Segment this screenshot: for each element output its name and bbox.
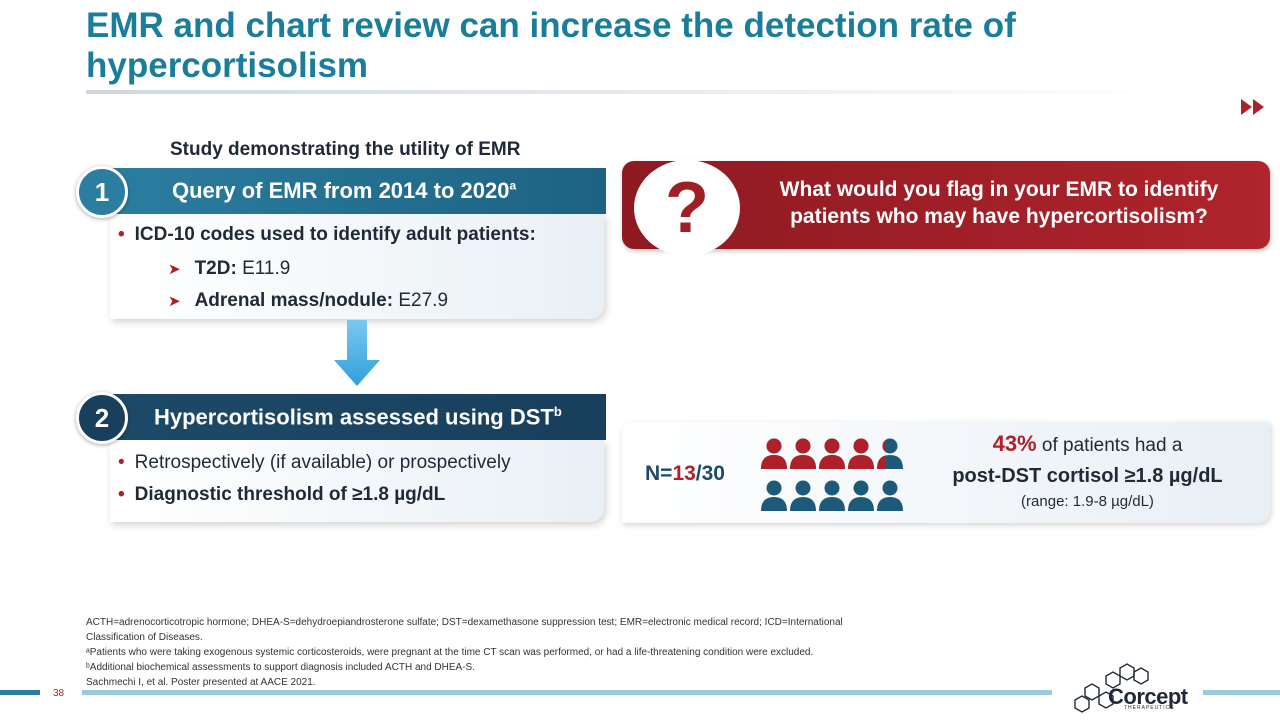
- step1-item: ➤ Adrenal mass/nodule: E27.9: [168, 290, 449, 311]
- step1-item: ➤ T2D: E11.9: [168, 258, 291, 279]
- patient-icons: [761, 438, 903, 511]
- step1-number-badge: 1: [76, 166, 128, 218]
- bullet-dot-icon: •: [118, 452, 125, 473]
- result-line2: post-DST cortisol ≥1.8 µg/dL: [952, 465, 1223, 487]
- footnote-line: ᵇAdditional biochemical assessments to s…: [86, 662, 475, 673]
- footnote-line: Sachmechi I, et al. Poster presented at …: [86, 677, 316, 688]
- question-mark-icon: ?: [634, 160, 740, 256]
- person-icon: [877, 480, 903, 511]
- step1-card: [110, 214, 604, 319]
- footnote-line: ACTH=adrenocorticotropic hormone; DHEA-S…: [86, 617, 843, 628]
- result-range: (range: 1.9-8 µg/dL): [1021, 493, 1154, 510]
- person-icon: [790, 438, 816, 469]
- person-icon: [848, 438, 874, 469]
- footer-bar-left: [0, 690, 40, 695]
- step1-header: Query of EMR from 2014 to 2020a: [104, 168, 606, 214]
- step1-bullet: • ICD-10 codes used to identify adult pat…: [118, 224, 536, 245]
- footer-bar-right: [1203, 690, 1280, 695]
- title-divider: [86, 90, 1176, 94]
- footer-bar: [82, 690, 1052, 695]
- person-icon: [790, 480, 816, 511]
- sample-size: N=13/30: [645, 462, 725, 485]
- down-arrow-icon: [334, 320, 380, 386]
- person-icon: [877, 438, 903, 469]
- person-icon: [848, 480, 874, 511]
- arrowhead-bullet-icon: ➤: [168, 293, 181, 310]
- person-icon: [819, 438, 845, 469]
- step2-heading: Hypercortisolism assessed using DSTb: [154, 403, 562, 430]
- result-line1: 43% of patients had a: [992, 431, 1183, 456]
- page-number: 38: [53, 688, 65, 699]
- person-icon: [819, 480, 845, 511]
- bullet-dot-icon: •: [118, 484, 125, 505]
- result-box: [622, 422, 1270, 523]
- logo-name: Corcept: [1108, 684, 1188, 709]
- corcept-logo-icon: [1074, 663, 1149, 713]
- footnote-line: Classification of Diseases.: [86, 632, 203, 643]
- footnotes: ACTH=adrenocorticotropic hormone; DHEA-S…: [86, 615, 1006, 690]
- fast-forward-icon[interactable]: [1240, 98, 1266, 116]
- footnote-line: ᵃPatients who were taking exogenous syst…: [86, 647, 814, 658]
- logo-tagline: THERAPEUTICS: [1124, 705, 1175, 711]
- person-icon: [761, 438, 787, 469]
- step2-card: [110, 440, 604, 522]
- person-icon: [761, 480, 787, 511]
- bullet-dot-icon: •: [118, 224, 125, 245]
- arrowhead-bullet-icon: ➤: [168, 261, 181, 278]
- slide-title: EMR and chart review can increase the de…: [86, 6, 1016, 85]
- question-text: What would you flag in your EMR to ident…: [779, 178, 1219, 228]
- step2-header: Hypercortisolism assessed using DSTb: [104, 394, 606, 440]
- step2-number-badge: 2: [76, 392, 128, 444]
- step2-bullet: • Diagnostic threshold of ≥1.8 µg/dL: [118, 484, 446, 505]
- step1-heading: Query of EMR from 2014 to 2020a: [172, 178, 517, 203]
- study-label: Study demonstrating the utility of EMR: [170, 139, 521, 160]
- step2-bullet: • Retrospectively (if available) or prosp…: [118, 452, 511, 473]
